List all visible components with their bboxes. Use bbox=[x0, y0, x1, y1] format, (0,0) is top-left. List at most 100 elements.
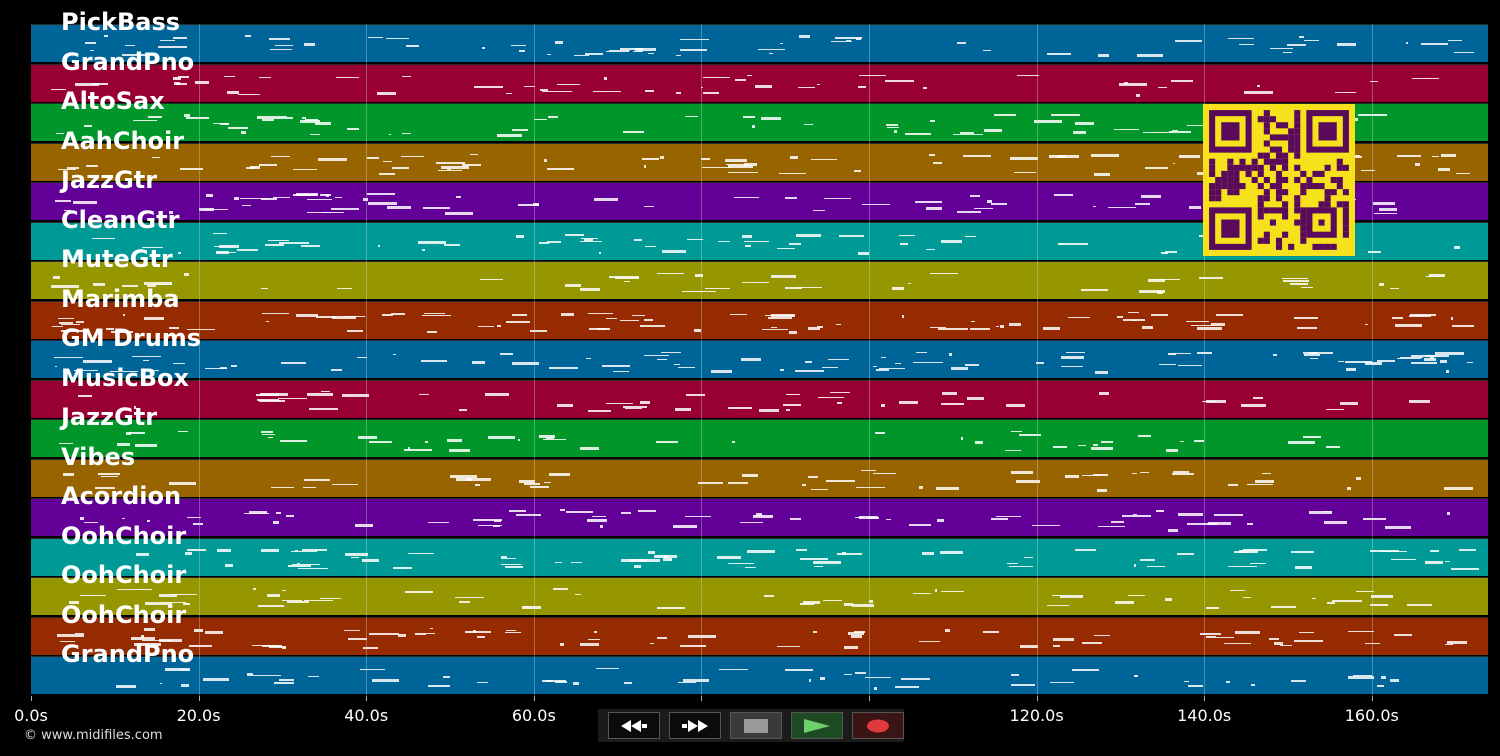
note-mark bbox=[344, 629, 360, 632]
note-mark bbox=[962, 155, 992, 157]
note-mark bbox=[204, 367, 228, 370]
note-mark bbox=[84, 521, 99, 524]
note-mark bbox=[768, 317, 792, 319]
note-mark bbox=[97, 473, 121, 475]
track-lane[interactable] bbox=[31, 498, 1488, 536]
tick-mark bbox=[1036, 696, 1038, 701]
note-mark bbox=[1008, 565, 1034, 568]
note-mark bbox=[552, 588, 569, 590]
note-mark bbox=[1279, 644, 1293, 647]
track-lane[interactable] bbox=[31, 63, 1488, 102]
note-mark bbox=[1165, 597, 1173, 601]
note-mark bbox=[697, 482, 723, 484]
note-mark bbox=[922, 552, 935, 556]
note-mark bbox=[172, 593, 198, 596]
note-mark bbox=[538, 242, 549, 244]
note-mark bbox=[367, 193, 395, 195]
note-mark bbox=[376, 92, 397, 96]
note-mark bbox=[892, 287, 905, 291]
note-mark bbox=[686, 238, 703, 241]
note-mark bbox=[523, 85, 536, 88]
note-mark bbox=[1101, 441, 1113, 443]
note-mark bbox=[1446, 370, 1450, 374]
note-mark bbox=[779, 42, 783, 45]
note-mark bbox=[957, 211, 981, 213]
rewind-button[interactable] bbox=[608, 712, 660, 739]
track-lane[interactable] bbox=[31, 419, 1488, 457]
record-button[interactable] bbox=[852, 712, 904, 739]
fast-forward-button[interactable] bbox=[669, 712, 721, 739]
note-mark bbox=[1033, 120, 1063, 124]
note-mark bbox=[641, 158, 659, 160]
note-mark bbox=[1288, 440, 1315, 444]
note-mark bbox=[111, 331, 133, 333]
note-mark bbox=[1394, 323, 1422, 327]
note-mark bbox=[307, 211, 332, 214]
note-mark bbox=[377, 245, 380, 247]
tick-mark bbox=[366, 696, 368, 701]
track-lane[interactable] bbox=[31, 379, 1488, 418]
note-mark bbox=[1168, 353, 1176, 355]
note-mark bbox=[1391, 317, 1403, 319]
track-label: JazzGtr bbox=[61, 166, 158, 194]
note-mark bbox=[1364, 323, 1369, 326]
note-mark bbox=[1042, 327, 1061, 331]
note-mark bbox=[648, 52, 654, 55]
note-mark bbox=[1111, 521, 1124, 523]
note-mark bbox=[1303, 39, 1319, 42]
note-mark bbox=[1441, 153, 1457, 157]
track-lane[interactable] bbox=[31, 24, 1488, 62]
note-mark bbox=[894, 129, 898, 133]
note-mark bbox=[856, 486, 886, 489]
note-mark bbox=[226, 91, 240, 95]
note-mark bbox=[1338, 360, 1345, 363]
note-mark bbox=[598, 252, 602, 254]
note-mark bbox=[295, 313, 318, 317]
note-mark bbox=[1451, 316, 1454, 320]
note-mark bbox=[805, 361, 813, 363]
note-mark bbox=[826, 480, 856, 482]
note-mark bbox=[304, 599, 334, 602]
track-lane[interactable] bbox=[31, 577, 1488, 615]
note-mark bbox=[368, 36, 383, 39]
note-mark bbox=[74, 83, 99, 87]
note-mark bbox=[1409, 399, 1430, 403]
note-mark bbox=[421, 360, 447, 362]
track-lane[interactable] bbox=[31, 458, 1488, 497]
note-mark bbox=[764, 314, 794, 317]
note-mark bbox=[573, 54, 589, 57]
note-mark bbox=[803, 600, 821, 604]
note-mark bbox=[494, 520, 501, 522]
track-lane[interactable] bbox=[31, 340, 1488, 378]
note-mark bbox=[258, 400, 285, 402]
note-mark bbox=[140, 634, 145, 638]
note-mark bbox=[142, 359, 149, 362]
note-mark bbox=[1356, 590, 1374, 593]
note-mark bbox=[609, 276, 639, 278]
note-mark bbox=[342, 393, 369, 397]
note-mark bbox=[389, 133, 392, 136]
track-lane[interactable] bbox=[31, 300, 1488, 339]
track-label: CleanGtr bbox=[61, 205, 180, 234]
note-mark bbox=[1362, 518, 1387, 520]
note-mark bbox=[676, 92, 681, 94]
note-mark bbox=[1424, 357, 1436, 361]
track-lane[interactable] bbox=[31, 656, 1488, 694]
play-button[interactable] bbox=[791, 712, 843, 739]
note-mark bbox=[1047, 604, 1069, 607]
note-mark bbox=[447, 168, 451, 171]
note-mark bbox=[203, 677, 230, 681]
track-lane[interactable] bbox=[31, 537, 1488, 576]
track-label: GM Drums bbox=[61, 324, 202, 352]
stop-button[interactable] bbox=[730, 712, 782, 739]
note-mark bbox=[501, 556, 508, 558]
note-mark bbox=[701, 158, 710, 160]
note-mark bbox=[986, 199, 992, 203]
note-mark bbox=[442, 676, 450, 678]
note-mark bbox=[449, 474, 478, 478]
track-lane[interactable] bbox=[31, 616, 1488, 655]
note-mark bbox=[688, 635, 716, 639]
track-lane[interactable] bbox=[31, 261, 1488, 299]
note-mark bbox=[515, 234, 525, 238]
note-mark bbox=[1143, 131, 1173, 134]
